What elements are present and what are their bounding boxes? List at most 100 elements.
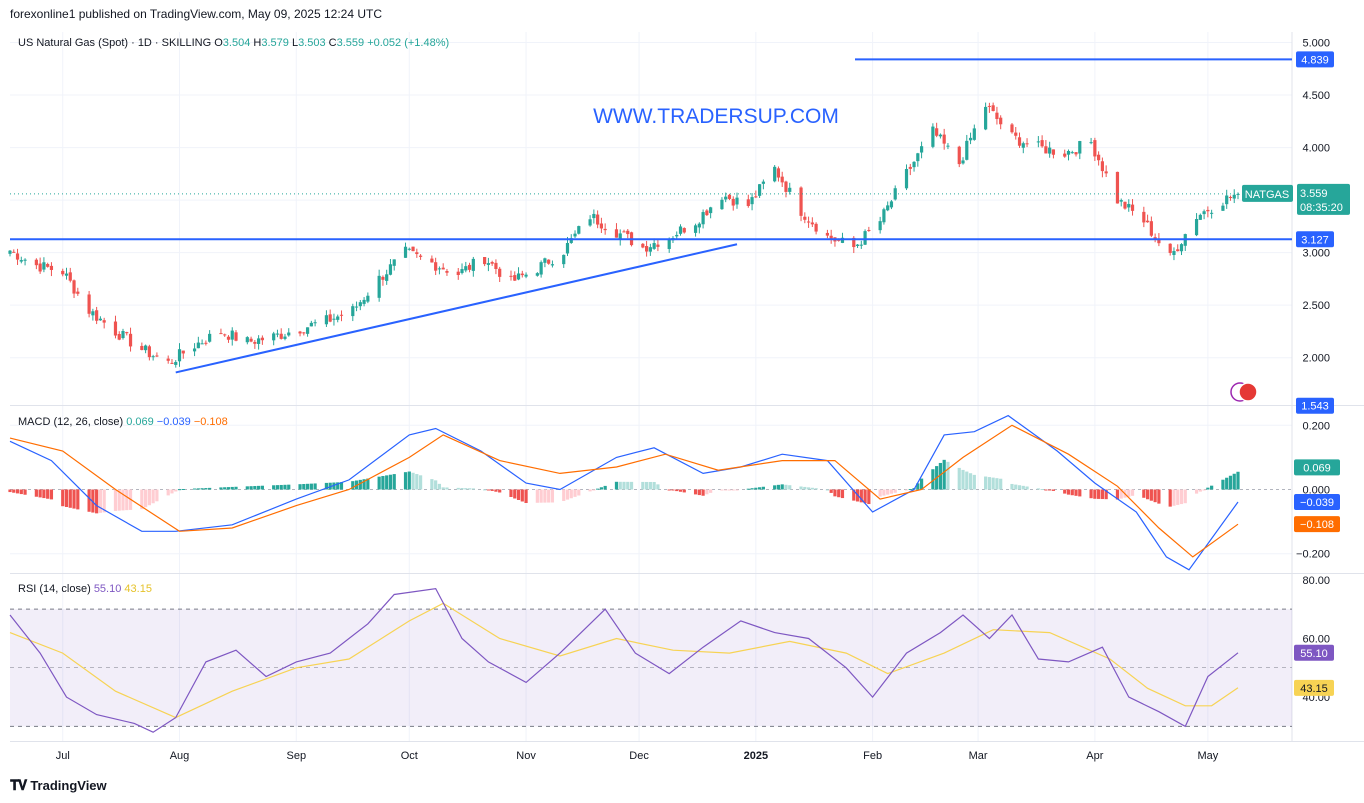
candle-body xyxy=(1010,124,1014,133)
macd-hist-bar xyxy=(64,489,69,507)
macd-hist-bar xyxy=(385,475,389,490)
candle-body xyxy=(750,197,754,205)
macd-hist-bar xyxy=(34,489,38,497)
candle-body xyxy=(434,262,438,271)
candle-body xyxy=(577,226,581,234)
candle-body xyxy=(776,168,781,178)
candle-body xyxy=(42,262,46,270)
macd-hist-bar xyxy=(577,489,581,496)
x-axis-label: Mar xyxy=(969,750,988,762)
macd-hist-bar xyxy=(675,489,679,492)
candle-body xyxy=(806,221,811,223)
macd-hist-bar xyxy=(931,469,935,490)
candle-body xyxy=(1040,140,1044,147)
price-line-tag xyxy=(1296,397,1334,414)
candle-body xyxy=(1145,220,1150,223)
macd-hist-bar xyxy=(509,489,513,497)
candle-body xyxy=(852,237,856,248)
legend-part: C xyxy=(329,37,337,49)
candle-body xyxy=(219,333,223,335)
macd-hist-bar xyxy=(113,489,118,511)
candle-body xyxy=(125,332,129,334)
candle-body xyxy=(1206,209,1210,212)
candle-body xyxy=(520,273,524,276)
macd-hist-bar xyxy=(494,489,498,492)
candle-body xyxy=(1172,251,1176,255)
macd-hist-bar xyxy=(471,488,475,490)
macd-hist-bar xyxy=(407,471,411,490)
macd-hist-bar xyxy=(678,489,683,492)
candle-body xyxy=(377,275,381,298)
rsi-legend: RSI (14, close) 55.10 43.15 xyxy=(18,583,152,595)
macd-hist-bar xyxy=(761,486,765,490)
candle-body xyxy=(1176,249,1180,252)
candle-body xyxy=(938,134,943,137)
candle-body xyxy=(565,242,570,254)
candle-body xyxy=(641,243,645,248)
candle-body xyxy=(987,105,991,107)
macd-hist-bar xyxy=(234,486,238,490)
last-price-label: 3.559 xyxy=(1300,188,1328,200)
macd-hist-bar xyxy=(362,479,366,490)
candle-body xyxy=(305,327,310,334)
macd-hist-bar xyxy=(102,489,106,513)
candle-body xyxy=(366,295,370,302)
macd-hist-bar xyxy=(626,481,630,490)
candle-body xyxy=(418,255,423,257)
candle-body xyxy=(102,320,106,323)
candle-body xyxy=(1066,150,1071,155)
drawn-lines xyxy=(10,58,1292,374)
macd-hist-bar xyxy=(867,489,871,505)
macd-hist-bar xyxy=(366,478,370,490)
macd-hist-bar xyxy=(125,489,129,511)
macd-hist-bar xyxy=(98,489,103,513)
macd-legend-part: 0.069 xyxy=(126,416,157,428)
macd-hist-bar xyxy=(682,489,686,493)
macd-tick-label: −0.200 xyxy=(1296,549,1330,561)
macd-hist-bar xyxy=(968,473,973,490)
candle-body xyxy=(411,246,415,252)
candle-body xyxy=(498,268,502,277)
macd-hist-bar xyxy=(411,472,415,490)
macd-hist-bar xyxy=(1179,489,1184,505)
macd-value-label: −0.039 xyxy=(1300,497,1334,509)
candle-body xyxy=(170,362,174,364)
candle-body xyxy=(464,266,468,271)
tradingview-footer[interactable]: 𝐓𝐕 TradingView xyxy=(10,777,107,794)
candle-body xyxy=(140,345,144,351)
candle-body xyxy=(961,160,965,164)
macd-hist-bar xyxy=(117,489,121,511)
candle-body xyxy=(626,230,630,235)
macd-hist-bar xyxy=(1228,475,1233,490)
macd-hist-bar xyxy=(1236,471,1240,490)
candle-body xyxy=(524,274,528,277)
candle-body xyxy=(1093,140,1097,157)
candle-body xyxy=(253,341,257,344)
candle-body xyxy=(803,216,807,220)
grid-lines xyxy=(10,32,1292,741)
candle-body xyxy=(72,280,76,294)
macd-hist-bar xyxy=(547,489,551,503)
candle-body xyxy=(788,187,792,192)
macd-hist-bar xyxy=(226,487,231,490)
candle-body xyxy=(758,184,762,196)
macd-hist-bar xyxy=(829,489,833,493)
macd-hist-bar xyxy=(1097,489,1101,499)
macd-hist-bar xyxy=(49,489,54,500)
price-tick-label: 3.000 xyxy=(1302,248,1330,260)
candle-body xyxy=(309,322,313,327)
candle-body xyxy=(547,259,551,264)
macd-hist-bar xyxy=(12,489,16,493)
candle-body xyxy=(539,262,543,275)
rsi-legend-part: 43.15 xyxy=(124,583,152,595)
rsi-legend-part: RSI (14, close) xyxy=(18,583,94,595)
price-axis: 5.0004.5004.0003.5003.0002.5002.0004.839… xyxy=(1242,38,1350,704)
macd-hist-bar xyxy=(972,474,976,490)
candle-body xyxy=(1142,211,1146,223)
macd-hist-bar xyxy=(192,488,197,490)
macd-hist-bar xyxy=(852,489,856,501)
x-axis-label: Jul xyxy=(56,750,70,762)
candle-body xyxy=(562,254,566,265)
candle-body xyxy=(362,299,366,304)
